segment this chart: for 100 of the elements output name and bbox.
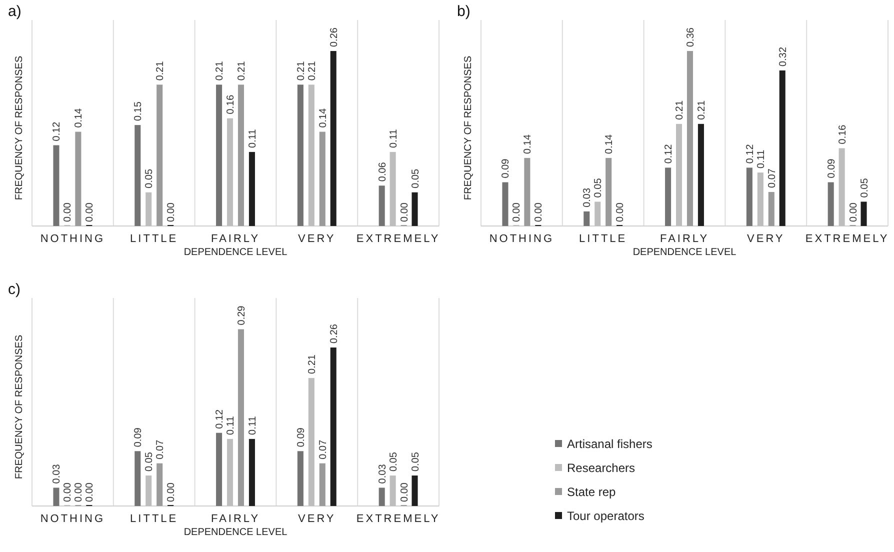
data-label: 0.00 (74, 482, 85, 502)
data-label: 0.00 (615, 202, 626, 222)
data-label: 0.16 (837, 124, 848, 144)
data-label: 0.00 (84, 482, 96, 502)
data-label: 0.03 (582, 188, 594, 208)
data-label: 0.14 (74, 108, 85, 128)
y-axis-title: FREQUENCY OF RESPONSES (14, 334, 25, 480)
bar (779, 70, 786, 226)
bar (746, 168, 752, 226)
x-tick-label: NOTHING (489, 233, 554, 245)
bar (390, 152, 396, 226)
bar (53, 488, 60, 506)
data-label: 0.00 (166, 202, 178, 222)
x-tick-label: EXTREMELY (356, 233, 440, 245)
bar (828, 182, 834, 226)
bar (378, 186, 385, 226)
data-label: 0.00 (62, 482, 74, 502)
y-axis-title: FREQUENCY OF RESPONSES (463, 56, 474, 200)
data-label: 0.00 (166, 482, 178, 502)
x-tick-label: VERY (747, 233, 785, 245)
bar (226, 118, 234, 226)
bar (584, 211, 590, 226)
data-label: 0.21 (696, 100, 708, 120)
data-label: 0.14 (318, 108, 329, 128)
bar (676, 124, 682, 226)
data-label: 0.07 (155, 439, 166, 460)
bar (838, 148, 845, 226)
data-label: 0.11 (388, 128, 400, 148)
x-tick-label: LITTLE (130, 513, 178, 525)
data-label: 0.12 (664, 144, 675, 164)
bar (75, 132, 82, 226)
data-label: 0.12 (744, 144, 756, 164)
data-label: 0.00 (84, 202, 96, 222)
bar (308, 378, 314, 506)
bar (297, 451, 304, 506)
bar (146, 192, 152, 226)
bar (216, 84, 222, 226)
data-label: 0.09 (500, 158, 512, 178)
bar (53, 145, 60, 226)
data-label: 0.26 (328, 324, 340, 344)
bar (134, 451, 141, 506)
data-label: 0.11 (226, 416, 237, 435)
bar (502, 182, 508, 226)
chart-title: a) (8, 3, 22, 20)
data-label: 0.00 (512, 202, 523, 222)
data-label: 0.07 (318, 439, 329, 460)
data-label: 0.05 (144, 168, 156, 188)
chart-title: c) (8, 281, 20, 298)
bar (768, 192, 774, 226)
bar (412, 476, 418, 506)
data-label: 0.09 (826, 158, 838, 178)
data-label: 0.05 (410, 168, 422, 188)
x-tick-label: VERY (298, 233, 336, 245)
y-axis-title: FREQUENCY OF RESPONSES (14, 56, 25, 200)
bar (308, 84, 314, 226)
legend-label: Researchers (567, 461, 636, 475)
data-label: 0.11 (247, 416, 258, 435)
bar (378, 488, 385, 506)
x-tick-label: EXTREMELY (356, 513, 440, 525)
data-label: 0.05 (410, 452, 422, 472)
data-label: 0.00 (534, 202, 545, 222)
bar (248, 438, 255, 506)
x-axis-title: DEPENDENCE LEVEL (184, 527, 288, 538)
bar (238, 329, 244, 506)
x-axis-title: DEPENDENCE LEVEL (632, 247, 737, 258)
legend-label: Tour operators (567, 509, 644, 523)
bar (146, 476, 152, 506)
bar (686, 51, 694, 226)
bar (297, 84, 304, 226)
data-label: 0.11 (756, 149, 767, 169)
data-label: 0.21 (214, 60, 226, 81)
bar (216, 432, 222, 506)
data-label: 0.00 (399, 482, 410, 502)
chart-title: b) (457, 3, 470, 20)
bar (156, 463, 163, 506)
legend-label: State rep (567, 485, 616, 499)
data-label: 0.00 (62, 202, 74, 222)
data-label: 0.00 (848, 202, 860, 222)
bar (860, 202, 867, 226)
data-label: 0.12 (214, 408, 226, 429)
bar (319, 463, 326, 506)
data-label: 0.15 (133, 101, 144, 122)
bar (248, 152, 255, 226)
x-tick-label: VERY (298, 513, 336, 525)
data-label: 0.21 (155, 60, 166, 81)
bar (412, 192, 418, 226)
data-label: 0.21 (306, 354, 318, 374)
data-label: 0.21 (674, 100, 686, 120)
x-tick-label: NOTHING (40, 233, 106, 245)
bar (594, 202, 601, 226)
data-label: 0.21 (306, 60, 318, 81)
bar (226, 438, 234, 506)
x-tick-label: FAIRLY (210, 233, 260, 245)
data-label: 0.26 (328, 27, 340, 47)
legend-label: Artisanal fishers (567, 437, 652, 451)
data-label: 0.09 (296, 427, 307, 448)
bar (134, 125, 141, 226)
data-label: 0.05 (144, 452, 156, 472)
data-label: 0.06 (377, 162, 388, 182)
bar (698, 124, 704, 226)
